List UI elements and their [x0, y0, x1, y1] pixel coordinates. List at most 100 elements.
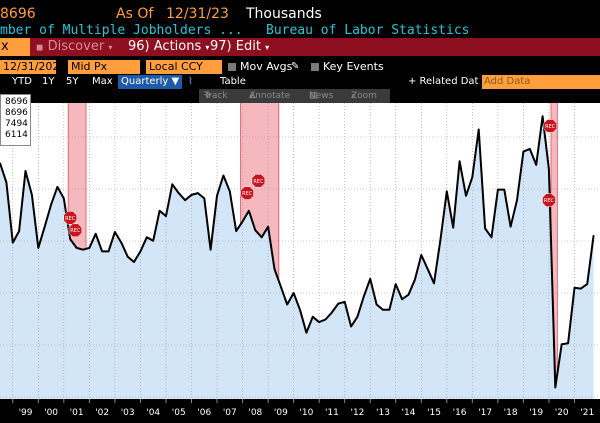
data-point — [248, 210, 250, 212]
currency-field[interactable]: Local CCY — [146, 60, 222, 74]
x-tick-label: '21 — [580, 408, 594, 418]
annotate-label: Annotate — [249, 91, 291, 101]
table-button[interactable]: Table — [220, 76, 246, 87]
event-marker-icon — [251, 174, 266, 188]
data-point — [478, 128, 480, 131]
x-tick-label: '10 — [299, 408, 313, 418]
as-of-label: As Of — [116, 6, 154, 22]
chevron-down-icon: ▾ — [265, 43, 270, 52]
actions-button[interactable]: 96) Actions ▾ — [128, 38, 209, 56]
data-point — [471, 176, 473, 178]
chart-tools-bar: ✛ Track ∠ Annotate ▤ News ⌕ Zoom — [199, 89, 390, 103]
data-point — [561, 343, 563, 345]
x-tick-label: '19 — [529, 408, 543, 418]
data-point — [376, 303, 378, 306]
data-point — [510, 226, 512, 228]
frequency-dropdown[interactable]: Quarterly ▼ — [118, 75, 183, 89]
data-point — [529, 148, 531, 150]
field-bar: 12/31/2023 Mid Px Local CCY Mov Avgs ✎ K… — [0, 59, 600, 76]
x-tick-label: '08 — [248, 408, 262, 418]
chevron-down-icon: ▾ — [205, 43, 210, 52]
zoom-icon: ⌕ — [351, 91, 357, 101]
discover-icon: ◼ — [36, 43, 44, 53]
annotate-icon: ∠ — [249, 91, 258, 101]
data-point — [280, 286, 282, 288]
mov-avgs-checkbox[interactable] — [228, 63, 236, 71]
data-point — [44, 226, 46, 228]
data-point — [222, 174, 224, 177]
event-marker-label: REC — [65, 216, 76, 222]
related-data-button[interactable]: + Related Dat — [408, 76, 479, 87]
discover-button[interactable]: ◼ Discover ▾ — [36, 38, 112, 56]
title-bar: 8696 As Of 12/31/23 Thousands — [0, 0, 600, 22]
data-point — [95, 233, 97, 235]
data-point — [580, 288, 582, 290]
data-point — [190, 194, 193, 196]
data-point — [331, 311, 333, 313]
data-point — [88, 247, 90, 249]
x-axis-strip — [0, 399, 600, 423]
x-tick-label: '01 — [70, 408, 84, 418]
data-point — [235, 230, 237, 232]
data-point — [101, 250, 103, 252]
data-point — [76, 247, 78, 249]
event-marker-label: REC — [242, 191, 253, 197]
legend-value-3: 7494 — [5, 119, 28, 129]
period-1y[interactable]: 1Y — [42, 76, 55, 87]
data-point — [31, 194, 33, 196]
chevron-down-icon: ▼ — [171, 76, 180, 87]
key-events-checkbox[interactable] — [311, 63, 319, 71]
data-point — [82, 249, 84, 251]
data-point — [395, 283, 397, 285]
data-point — [363, 295, 365, 298]
data-point — [465, 195, 467, 197]
data-point — [152, 240, 154, 242]
edit-button[interactable]: 97) Edit ▾ — [210, 38, 269, 56]
data-point — [388, 309, 390, 311]
edit-number: 97) — [210, 39, 232, 54]
price-field[interactable]: Mid Px — [68, 60, 140, 74]
data-point — [120, 242, 122, 244]
data-source: Bureau of Labor Statistics — [266, 23, 470, 38]
legend-box: 8696 8696 7494 6114 — [0, 94, 31, 146]
period-ytd[interactable]: YTD — [12, 76, 32, 87]
x-tick-label: '07 — [223, 408, 237, 418]
data-point — [439, 239, 441, 241]
data-point — [254, 229, 256, 231]
period-max[interactable]: Max — [92, 76, 113, 87]
news-label: News — [309, 91, 334, 101]
action-bar: x ◼ Discover ▾ 96) Actions ▾ 97) Edit ▾ — [0, 38, 600, 56]
event-marker-icon — [542, 193, 556, 207]
data-point — [567, 342, 569, 344]
data-point — [197, 192, 199, 194]
date-field[interactable]: 12/31/2023 — [0, 60, 66, 74]
data-point — [452, 227, 454, 229]
x-tick-label: '05 — [172, 408, 186, 418]
data-point — [5, 181, 7, 184]
legend-value-2: 8696 — [5, 108, 28, 118]
data-point — [522, 151, 525, 153]
data-point — [171, 183, 173, 185]
ticker-box[interactable]: x — [0, 38, 30, 56]
x-tick-label: '14 — [402, 408, 416, 418]
data-point — [114, 231, 116, 233]
pencil-icon[interactable]: ✎ — [291, 61, 300, 72]
x-tick-label: '04 — [146, 408, 160, 418]
x-tick-label: '17 — [478, 408, 492, 418]
data-point — [216, 195, 218, 197]
x-tick-label: '12 — [350, 408, 364, 418]
data-point — [312, 316, 314, 318]
data-point — [459, 160, 461, 162]
period-5y[interactable]: 5Y — [66, 76, 79, 87]
data-point — [56, 186, 59, 188]
data-point — [293, 292, 295, 294]
data-point — [586, 283, 588, 285]
add-data-field[interactable]: Add Data — [482, 75, 600, 89]
chevron-down-icon: ▾ — [108, 43, 113, 52]
data-point — [414, 279, 416, 281]
chart-line-icon[interactable]: ⌇ — [188, 76, 193, 87]
data-point — [369, 278, 371, 280]
series-line — [0, 115, 595, 389]
data-point — [433, 282, 435, 284]
